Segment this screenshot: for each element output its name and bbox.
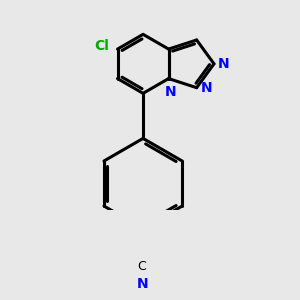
Text: N: N <box>164 85 176 99</box>
Text: C: C <box>137 260 146 273</box>
Text: N: N <box>137 277 149 291</box>
Text: Cl: Cl <box>94 39 109 52</box>
Text: N: N <box>218 57 230 71</box>
Text: N: N <box>201 81 212 95</box>
